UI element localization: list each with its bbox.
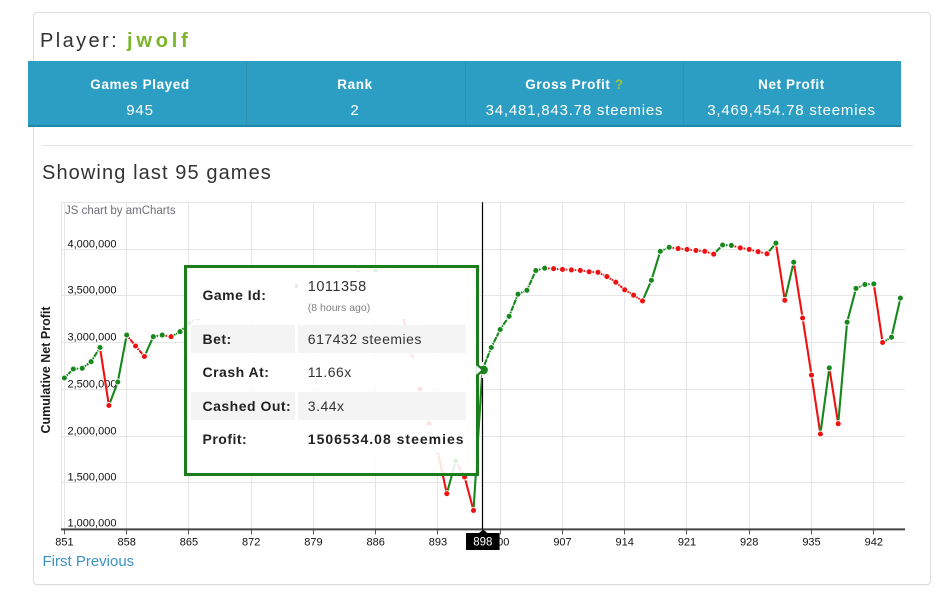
svg-text:921: 921 <box>678 537 696 549</box>
svg-text:907: 907 <box>553 537 571 549</box>
svg-text:935: 935 <box>802 537 820 549</box>
svg-text:851: 851 <box>55 537 73 549</box>
svg-text:2,000,000: 2,000,000 <box>68 426 117 438</box>
svg-text:1,500,000: 1,500,000 <box>68 472 117 484</box>
svg-text:872: 872 <box>242 537 260 549</box>
svg-text:4,000,000: 4,000,000 <box>68 239 117 251</box>
svg-text:886: 886 <box>367 537 385 549</box>
svg-text:942: 942 <box>865 537 883 549</box>
svg-text:Cumulative Net Profit: Cumulative Net Profit <box>39 306 53 434</box>
svg-text:3,000,000: 3,000,000 <box>68 332 117 344</box>
svg-text:1,000,000: 1,000,000 <box>68 518 117 530</box>
svg-text:879: 879 <box>304 537 322 549</box>
svg-text:898: 898 <box>473 537 492 549</box>
svg-text:914: 914 <box>616 537 634 549</box>
svg-text:858: 858 <box>118 537 136 549</box>
svg-text:928: 928 <box>740 537 758 549</box>
svg-text:893: 893 <box>429 537 447 549</box>
svg-text:JS chart by amCharts: JS chart by amCharts <box>65 205 176 217</box>
svg-text:865: 865 <box>180 537 198 549</box>
svg-text:3,500,000: 3,500,000 <box>68 285 117 297</box>
